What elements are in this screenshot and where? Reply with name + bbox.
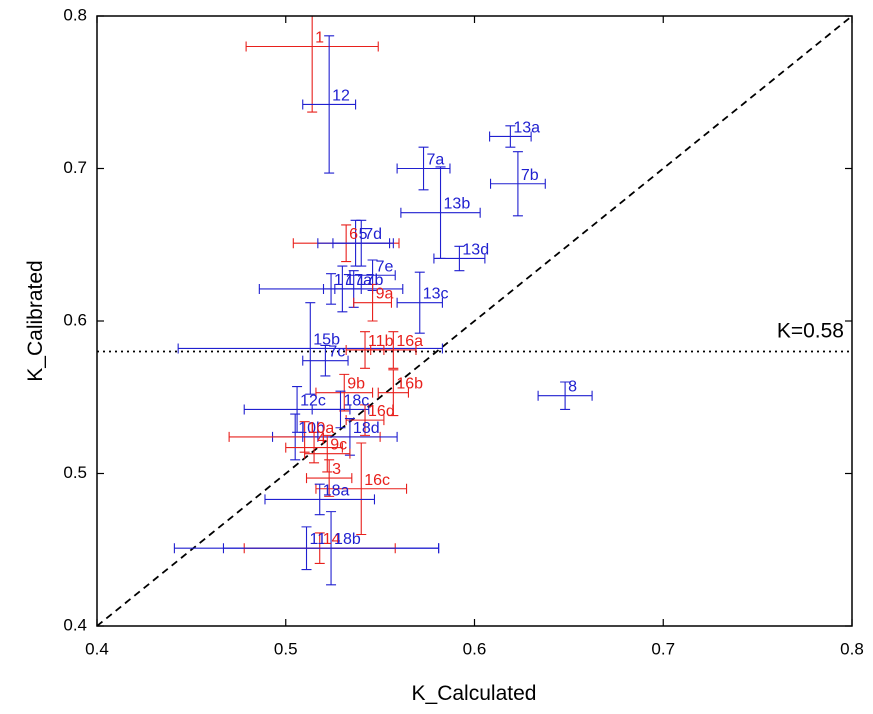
y-error-bar [367,283,378,322]
point-label: 7e [376,258,394,275]
y-error-bar [388,331,399,369]
y-error-bar [292,386,303,433]
point-label: 12c [300,392,326,409]
point-label: 10b [298,420,325,437]
y-error-bar [414,271,425,334]
y-tick-label: 0.8 [63,5,87,24]
point-label: 15b [313,331,340,348]
y-tick-label: 0.5 [63,463,87,482]
y-error-bar [320,344,331,377]
y-tick-label: 0.4 [63,615,87,634]
y-error-bar [560,381,571,410]
point-label: 9b [347,376,365,393]
point-label: 12 [332,87,350,104]
point-label: 18a [323,482,350,499]
y-error-bar [356,219,367,267]
point-label: 16c [364,472,390,489]
y-error-bar [326,511,337,586]
x-tick-label: 0.6 [463,639,487,658]
point-label: 10a [308,420,335,437]
plot-area [97,16,852,626]
point-label: 17 [334,272,352,289]
point-label: 13a [513,119,540,136]
point-label: 17a [345,272,372,289]
point-label: 6 [349,226,358,243]
point-label: 9c [330,437,347,454]
point-label: 1 [315,30,324,47]
y-error-bar [360,331,371,369]
y-error-bar [307,16,318,113]
point-label: 18d [353,420,380,437]
point-label: 13c [423,286,449,303]
y-error-bar [418,146,429,191]
y-error-bar [454,245,465,272]
point-label: 18b [334,531,361,548]
point-label: 18c [343,392,369,409]
point-label: 16d [368,403,395,420]
reference-label: K=0.58 [777,320,844,343]
point-label: 7a [427,152,445,169]
y-error-bar [324,35,335,174]
y-error-bar [512,151,523,217]
y-error-bar [335,390,346,429]
point-label: 17b [357,272,384,289]
point-label: 7d [364,226,382,243]
y-error-bar [309,431,320,464]
point-label: 11 [310,531,327,548]
point-label: 16b [396,376,423,393]
y-error-bar [314,483,325,516]
point-label: 9a [376,286,394,303]
y-error-bar [505,125,516,148]
point-label: 14 [323,531,341,548]
point-label: 13b [444,196,471,213]
y-tick-label: 0.7 [63,158,87,177]
identity-line [97,16,852,626]
x-tick-label: 0.5 [274,639,298,658]
point-label: 11b [368,333,394,350]
x-axis-title: K_Calculated [412,682,537,705]
point-label: 13d [462,241,489,258]
point-label: 5 [359,226,368,243]
point-label: 7c [328,344,345,361]
y-tick-label: 0.6 [63,310,87,329]
point-label: 16a [396,333,423,350]
y-error-bar [356,442,367,536]
y-error-bar [360,404,371,436]
point-label: 4 [317,431,326,448]
x-tick-label: 0.4 [85,639,109,658]
point-label: 8 [568,379,577,396]
y-error-bar [324,459,335,497]
y-error-bar [388,369,399,417]
x-tick-label: 0.8 [840,639,864,658]
x-tick-label: 0.7 [651,639,675,658]
point-label: 3 [332,461,341,478]
y-error-bar [322,434,333,473]
point-label: 7b [521,167,539,184]
y-error-bar [305,302,316,395]
y-axis-title: K_Calibrated [24,260,47,381]
